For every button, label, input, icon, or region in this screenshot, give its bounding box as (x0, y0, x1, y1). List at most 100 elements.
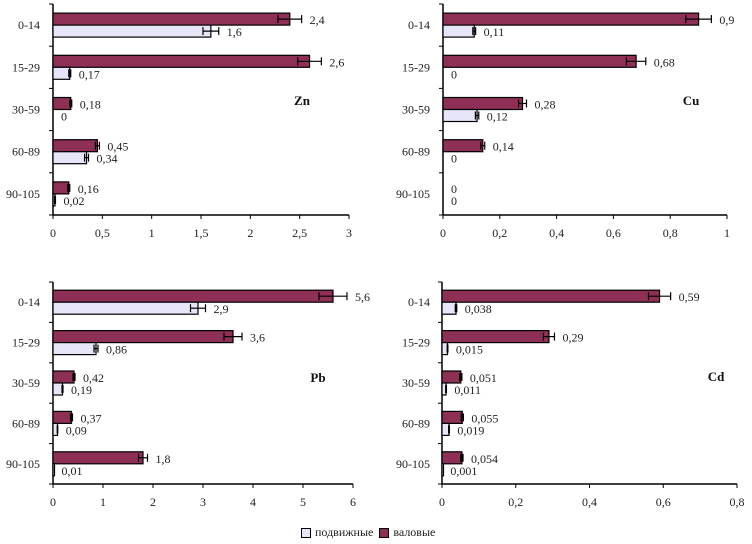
cu-category-label: 90-105 (396, 187, 430, 201)
zn-value-label-total: 2,4 (310, 13, 325, 27)
zn-category-label: 30-59 (12, 103, 40, 117)
zn-bar-total (52, 54, 311, 68)
zn-value-label-total: 2,6 (329, 55, 344, 69)
zn-value-label-total: 0,45 (107, 140, 128, 154)
cu-category-label: 30-59 (402, 103, 430, 117)
cd-value-label-mobile: 0,019 (457, 423, 484, 437)
pb-bar-mobile (52, 301, 199, 315)
pb-bar-total (52, 410, 73, 424)
cu-value-label-total: 0,28 (534, 98, 555, 112)
cd-value-label-total: 0,59 (679, 290, 700, 304)
zn-category-label: 0-14 (18, 18, 40, 32)
zn-element-label: Zn (294, 93, 311, 108)
cu-value-label-total: 0,68 (654, 55, 675, 69)
pb-value-label-mobile: 0,09 (66, 423, 87, 437)
cd-x-tick-label: 0,6 (656, 495, 671, 509)
zn-value-label-total: 0,18 (80, 98, 101, 112)
pb-bar-total (52, 370, 75, 384)
legend-swatch-total (379, 527, 390, 538)
zn-bar-total (52, 12, 291, 26)
cu-value-label-mobile: 0 (451, 194, 457, 208)
pb-category-label: 0-14 (18, 295, 40, 309)
pb-value-label-total: 1,8 (156, 452, 171, 466)
cu-x-tick-label: 0 (440, 226, 446, 240)
pb-element-label: Pb (310, 370, 325, 385)
zn-value-label-mobile: 0,17 (79, 67, 100, 81)
zn-category-label: 60-89 (12, 145, 40, 159)
cd-element-label: Cd (708, 369, 725, 384)
legend-label-mobile: подвижные (315, 525, 374, 539)
cd-bar-total (441, 410, 463, 424)
cd-value-label-total: 0,055 (471, 411, 498, 425)
zn-bar-total (52, 181, 70, 195)
cd-bar-total (441, 451, 463, 465)
cd-bar-total (441, 289, 661, 303)
cd-category-label: 0-14 (408, 295, 430, 309)
zn-x-tick-label: 0,5 (95, 226, 110, 240)
pb-x-tick-label: 6 (350, 495, 356, 509)
cu-x-tick-label: 0,8 (663, 226, 678, 240)
cd-value-label-mobile: 0,015 (456, 343, 483, 357)
zn-x-tick-label: 1,5 (194, 226, 209, 240)
pb-value-label-total: 0,42 (83, 371, 104, 385)
cu-value-label-total: 0 (451, 182, 457, 196)
cu-value-label-total: 0,14 (493, 140, 514, 154)
cd-bar-mobile (441, 463, 445, 477)
zn-x-tick-label: 0 (50, 226, 56, 240)
pb-x-tick-label: 3 (200, 495, 206, 509)
cd-x-tick-label: 0,2 (508, 495, 523, 509)
pb-x-tick-label: 4 (250, 495, 256, 509)
zn-value-label-mobile: 1,6 (227, 25, 242, 39)
pb-value-label-total: 0,37 (81, 411, 102, 425)
pb-value-label-mobile: 0,86 (106, 343, 127, 357)
zn-x-tick-label: 3 (346, 226, 352, 240)
cu-bar-total (442, 12, 700, 26)
cd-bar-mobile (441, 301, 457, 315)
cd-category-label: 30-59 (402, 376, 430, 390)
cu-x-tick-label: 0,2 (492, 226, 507, 240)
zn-value-label-mobile: 0,34 (97, 152, 118, 166)
legend-label-total: валовые (393, 525, 436, 539)
cd-value-label-total: 0,051 (470, 371, 497, 385)
legend-swatch-mobile (301, 527, 311, 538)
cd-category-label: 60-89 (402, 416, 430, 430)
pb-x-tick-label: 0 (50, 495, 56, 509)
zn-value-label-mobile: 0,02 (63, 194, 84, 208)
cu-x-tick-label: 0,6 (606, 226, 621, 240)
zn-x-tick-label: 2 (247, 226, 253, 240)
cd-bar-mobile (441, 422, 450, 436)
cu-value-label-mobile: 0,11 (484, 25, 505, 39)
cu-value-label-mobile: 0,12 (487, 110, 508, 124)
cd-bar-total (441, 330, 550, 344)
legend-item-mobile: подвижные (301, 525, 373, 540)
pb-value-label-total: 3,6 (250, 331, 265, 345)
cu-bar-mobile (442, 108, 478, 123)
cd-value-label-total: 0,29 (562, 331, 583, 345)
cu-element-label: Cu (683, 93, 700, 108)
pb-x-tick-label: 1 (100, 495, 106, 509)
pb-x-tick-label: 5 (300, 495, 306, 509)
pb-bar-total (52, 289, 334, 303)
zn-x-tick-label: 1 (149, 226, 155, 240)
pb-value-label-mobile: 0,01 (62, 464, 83, 478)
cu-category-label: 0-14 (408, 18, 430, 32)
pb-bar-total (52, 451, 144, 465)
pb-bar-mobile (52, 463, 56, 477)
zn-category-label: 90-105 (6, 187, 40, 201)
zn-bar-mobile (52, 151, 88, 165)
legend: подвижные валовые (301, 525, 441, 540)
cu-bar-total (442, 96, 524, 111)
cu-x-tick-label: 0,4 (549, 226, 564, 240)
cu-x-tick-label: 1 (724, 226, 730, 240)
cu-category-label: 60-89 (402, 145, 430, 159)
cd-category-label: 15-29 (402, 336, 430, 350)
pb-value-label-mobile: 2,9 (214, 302, 229, 316)
cu-value-label-mobile: 0 (451, 152, 457, 166)
cu-value-label-total: 0,9 (719, 13, 734, 27)
pb-category-label: 15-29 (12, 336, 40, 350)
cd-x-tick-label: 0 (439, 495, 445, 509)
zn-x-tick-label: 2,5 (292, 226, 307, 240)
pb-bar-mobile (52, 382, 64, 396)
cd-x-tick-label: 0,8 (730, 495, 745, 509)
